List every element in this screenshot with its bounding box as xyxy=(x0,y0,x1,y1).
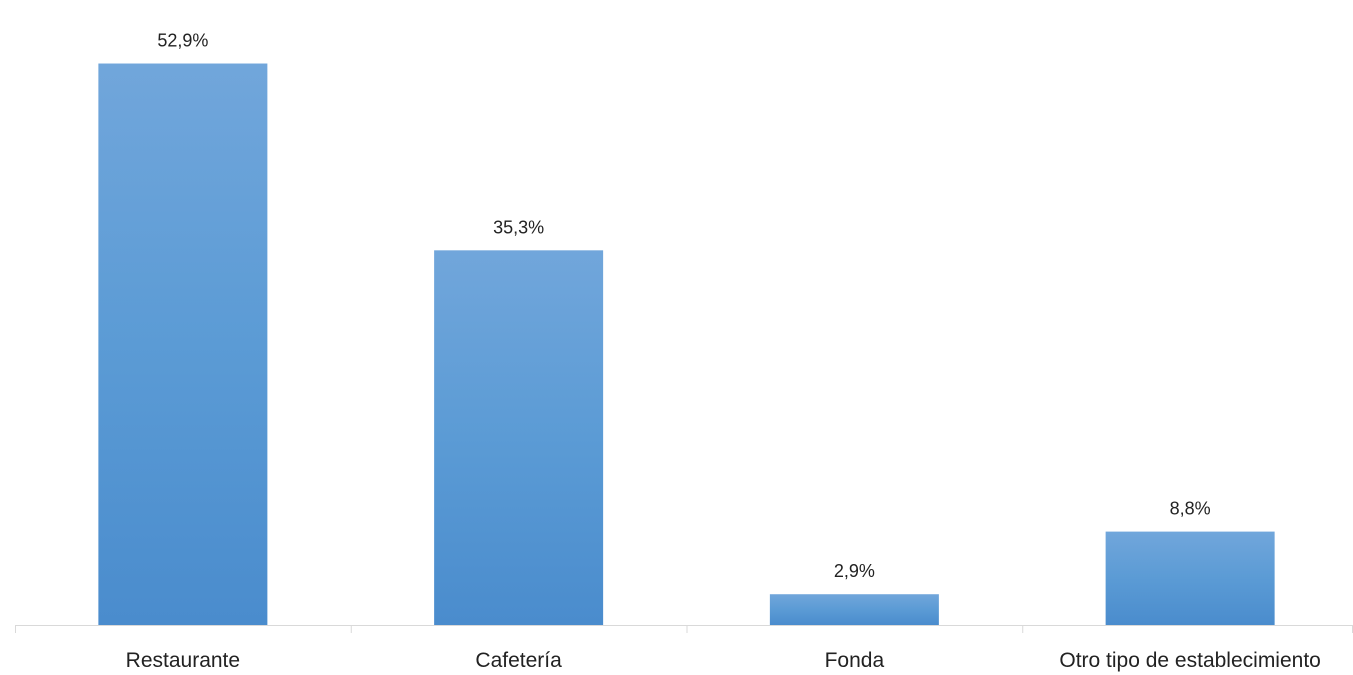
data-labels-layer: 52,9% 35,3% 2,9% 8,8% xyxy=(157,31,1210,582)
x-axis: Restaurante Cafetería Fonda Otro tipo de es… xyxy=(15,625,1353,672)
data-label-restaurante: 52,9% xyxy=(157,31,208,51)
x-tick-label-otro-tipo-de-establecimiento: Otro tipo de establecimiento xyxy=(1059,649,1320,672)
x-tick-label-cafeteria: Cafetería xyxy=(475,649,562,672)
x-tick-label-restaurante: Restaurante xyxy=(126,649,240,672)
data-label-cafeteria: 35,3% xyxy=(493,217,544,237)
bar-cafeteria xyxy=(434,250,604,625)
x-tick-label-fonda: Fonda xyxy=(825,649,885,672)
data-label-fonda: 2,9% xyxy=(834,561,875,581)
bar-restaurante xyxy=(98,63,268,626)
bar-fonda xyxy=(769,594,939,625)
bar-otro-tipo-de-establecimiento xyxy=(1105,531,1275,625)
data-label-otro-tipo-de-establecimiento: 8,8% xyxy=(1170,499,1211,519)
bars-layer xyxy=(98,63,1275,626)
